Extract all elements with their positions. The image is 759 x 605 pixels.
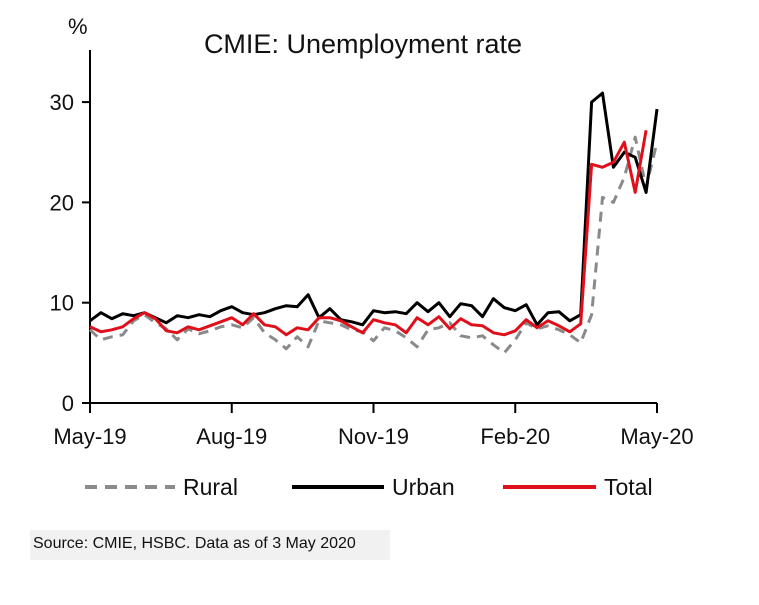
x-tick-label: Aug-19 bbox=[196, 424, 267, 449]
series-layer bbox=[88, 91, 659, 355]
legend-label-urban: Urban bbox=[392, 474, 455, 500]
legend-label-total: Total bbox=[604, 474, 653, 500]
y-axis-unit-label: % bbox=[68, 14, 88, 39]
series-line-urban bbox=[89, 91, 659, 327]
x-tick-label: Nov-19 bbox=[338, 424, 409, 449]
series-line-total bbox=[89, 129, 648, 337]
legend-label-rural: Rural bbox=[183, 474, 238, 500]
chart-title: CMIE: Unemployment rate bbox=[204, 29, 522, 59]
y-tick-label: 10 bbox=[50, 291, 74, 316]
y-tick-label: 30 bbox=[50, 90, 74, 115]
axes: 0 10 20 30 May-19 Aug-19 Nov-19 Feb-20 May-20 bbox=[50, 50, 694, 449]
x-tick-label: May-19 bbox=[53, 424, 126, 449]
source-note: Source: CMIE, HSBC. Data as of 3 May 202… bbox=[33, 535, 356, 552]
legend: Rural Urban Total bbox=[85, 474, 653, 500]
x-tick-label: Feb-20 bbox=[480, 424, 550, 449]
unemployment-line-chart: % CMIE: Unemployment rate 0 10 20 30 May-19 A… bbox=[50, 14, 694, 500]
source-note-box bbox=[30, 530, 390, 560]
x-tick-label: May-20 bbox=[620, 424, 693, 449]
series-line-rural bbox=[88, 135, 659, 355]
y-tick-label: 20 bbox=[50, 190, 74, 215]
y-tick-label: 0 bbox=[62, 391, 74, 416]
